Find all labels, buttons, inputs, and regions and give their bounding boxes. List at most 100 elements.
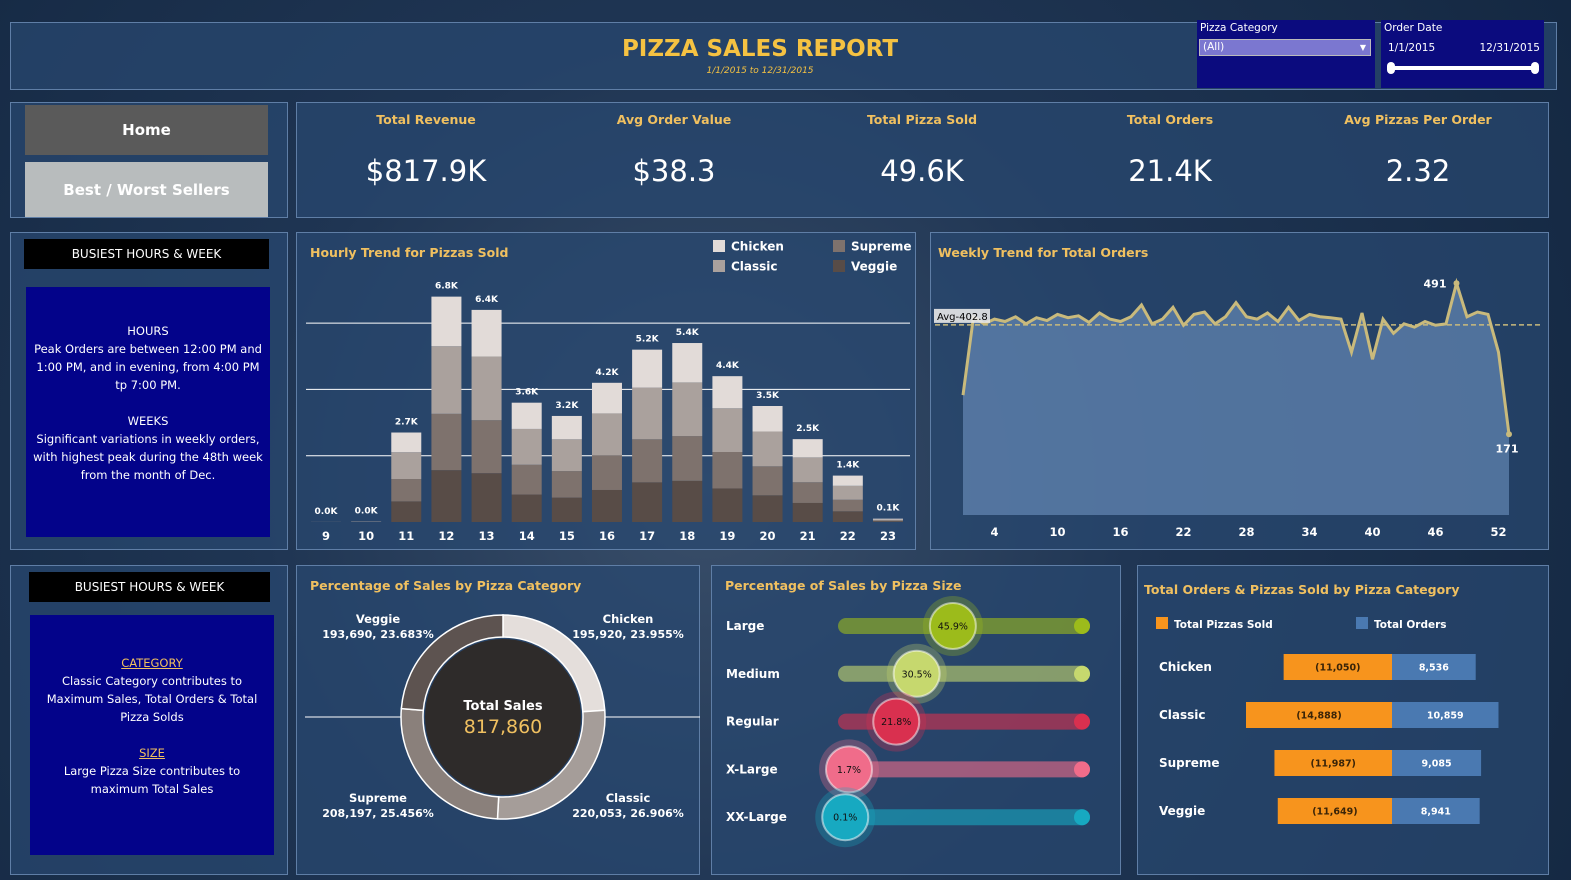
x-tick-label: 14 [519,529,535,543]
x-tick-label: 18 [679,529,695,543]
slider-handle[interactable] [1531,62,1539,74]
bar-segment [591,489,622,522]
kpi-value: $817.9K [365,154,487,188]
slice-label: 220,053, 26.906% [572,807,684,820]
chart-title: Weekly Trend for Total Orders [938,245,1148,260]
area-fill [963,283,1509,515]
bar [1277,798,1392,824]
kpi-value: 2.32 [1385,154,1451,188]
x-tick-label: 15 [559,529,575,543]
x-tick-label: 10 [358,529,374,543]
legend-label: Total Orders [1374,619,1447,631]
track-cap [1074,665,1090,682]
total-label: 0.1K [876,504,900,514]
bar-segment [471,309,502,357]
x-tick-label: 34 [1301,525,1317,539]
bar-segment [672,436,703,481]
bar-segment [391,501,422,522]
bar-segment [872,520,903,522]
bar-label: 8,536 [1419,663,1449,674]
total-label: 3.6K [515,388,539,398]
kpi-label: Total Pizza Sold [866,112,978,127]
bubble-label: 21.8% [881,717,911,728]
total-label: 2.5K [796,424,820,434]
bar-segment [792,482,823,503]
track [838,809,1090,826]
bar-segment [752,406,783,432]
kpi-value: 49.6K [880,154,964,188]
bar-segment [632,482,663,522]
bubble-label: 30.5% [902,669,932,680]
date-slider[interactable] [1391,66,1536,70]
kpi-label: Avg Pizzas Per Order [1344,112,1492,127]
kpi-value: $38.3 [632,154,716,188]
bar-segment [832,511,863,522]
bar-segment [792,457,823,483]
total-label: 6.8K [435,282,459,292]
bubble [824,745,873,794]
bar-segment [672,343,703,383]
slice-name: Classic [606,791,651,805]
bar-segment [632,439,663,483]
row-label: Classic [1159,708,1206,722]
bubble-label: 1.7% [837,765,861,776]
bar-segment [632,349,663,388]
bar-label: (11,050) [1315,663,1360,674]
bar-segment [471,420,502,474]
bar-segment [712,376,743,409]
bubble [928,602,977,650]
legend-swatch [713,260,725,272]
track [838,761,1090,778]
total-label: 0.0K [315,507,339,517]
total-label: 4.4K [716,361,740,371]
slice-name: Veggie [356,612,400,626]
x-tick-label: 11 [398,529,414,543]
note-heading: SIZE [139,746,165,760]
row-label: X-Large [726,762,778,776]
track-cap [1074,618,1090,634]
note-heading: HOURS [127,324,169,338]
bar-segment [391,452,422,480]
note-heading: CATEGORY [121,656,183,670]
total-label: 1.4K [836,461,860,471]
legend-label: Classic [731,260,778,274]
x-tick-label: 22 [840,529,856,543]
bar-segment [632,387,663,440]
total-label: 0.0K [355,506,379,516]
notes-body: CATEGORY Classic Category contributes to … [30,615,274,855]
bar-segment [591,455,622,490]
x-tick-label: 23 [880,529,896,543]
bar [1392,798,1480,824]
date-start: 1/1/2015 [1388,42,1436,54]
legend-label: Chicken [731,240,784,254]
bar-segment [872,519,903,521]
report-subtitle: 1/1/2015 to 12/31/2015 [706,66,814,76]
center-title: Total Sales [463,699,542,714]
bar-segment [672,480,703,522]
chart-title: Total Orders & Pizzas Sold by Pizza Cate… [1144,582,1459,597]
home-button[interactable]: Home [25,105,268,155]
bubble-label: 45.9% [938,622,968,633]
slider-handle[interactable] [1387,62,1395,74]
donut-slice [400,614,504,712]
legend-swatch [1356,617,1368,629]
category-dropdown[interactable]: (All) ▼ [1199,39,1371,56]
bar-segment [752,431,783,467]
chart-title: Percentage of Sales by Pizza Size [725,578,961,593]
track [838,665,1090,682]
date-filter: Order Date 1/1/2015 12/31/2015 [1381,20,1544,88]
bar-segment [431,296,462,347]
total-label: 3.5K [756,391,780,401]
average-label-box [934,308,990,323]
best-worst-button[interactable]: Best / Worst Sellers [25,162,268,217]
bar-label: 9,085 [1422,759,1452,770]
note-text: Significant variations in weekly orders,… [33,432,263,482]
row-label: XX-Large [726,810,787,824]
bubble-label: 0.1% [833,813,857,824]
bar-segment [792,439,823,458]
legend-label: Total Pizzas Sold [1174,619,1273,631]
row-label: Veggie [1159,804,1205,818]
kpi-panel [296,102,1549,218]
bar-segment [551,497,582,522]
bar-segment [832,485,863,500]
